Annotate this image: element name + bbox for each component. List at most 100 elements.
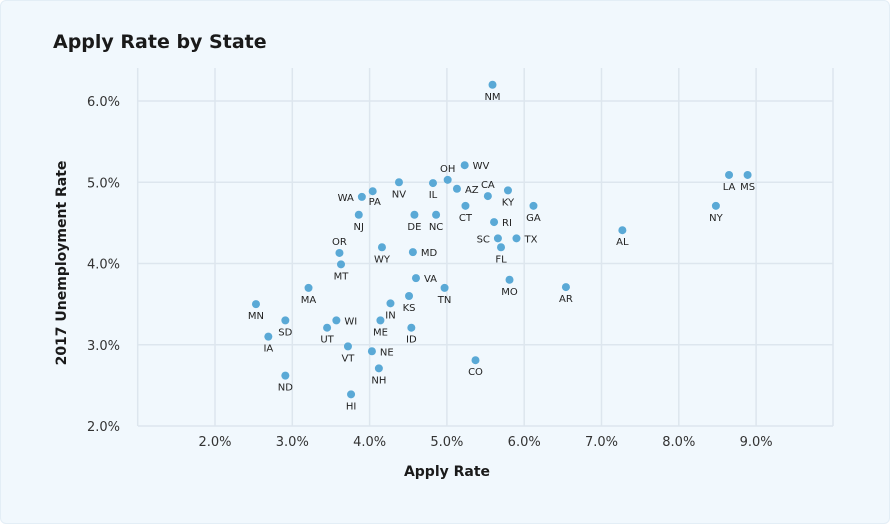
y-axis-label: 2017 Unemployment Rate <box>54 161 70 366</box>
point-label: MO <box>501 287 518 298</box>
x-tick-label: 7.0% <box>585 435 618 450</box>
point-label: IN <box>385 310 395 321</box>
point-label: MD <box>421 248 438 259</box>
point-label: SC <box>477 234 490 245</box>
data-point <box>377 243 386 252</box>
point-label: OR <box>332 237 347 248</box>
y-tick-label: 2.0% <box>87 420 120 435</box>
point-label: FL <box>495 254 507 265</box>
y-tick-label: 4.0% <box>87 258 120 273</box>
data-point <box>488 80 497 89</box>
data-point <box>503 186 512 195</box>
point-label: MT <box>334 271 350 282</box>
data-point <box>374 364 383 373</box>
data-point <box>251 300 260 309</box>
data-point <box>354 210 363 219</box>
data-point <box>264 332 273 341</box>
data-point <box>432 210 441 219</box>
data-point <box>460 161 469 170</box>
point-label: MS <box>740 182 755 193</box>
point-label: DE <box>407 222 421 233</box>
data-point <box>461 201 470 210</box>
point-label: KY <box>502 197 515 208</box>
x-tick-label: 2.0% <box>198 435 231 450</box>
data-point <box>376 316 385 325</box>
data-point <box>618 226 627 235</box>
data-point <box>281 371 290 380</box>
point-label: NY <box>709 213 723 224</box>
data-point <box>497 243 506 252</box>
data-point <box>410 210 419 219</box>
data-point <box>493 234 502 243</box>
point-label: WA <box>338 193 354 204</box>
data-point <box>407 323 416 332</box>
point-label: AZ <box>465 185 479 196</box>
point-label: NH <box>371 375 386 386</box>
y-tick-label: 3.0% <box>87 339 120 354</box>
point-label: VA <box>424 274 437 285</box>
point-label: MN <box>248 311 264 322</box>
point-label: PA <box>369 197 381 208</box>
data-point <box>711 201 720 210</box>
data-point <box>452 184 461 193</box>
data-point <box>367 347 376 356</box>
y-tick-label: 6.0% <box>87 95 120 110</box>
point-label: WV <box>473 161 490 172</box>
point-label: SD <box>278 327 292 338</box>
data-point <box>405 292 414 300</box>
point-label: IA <box>263 344 273 355</box>
point-label: CT <box>459 213 473 224</box>
data-point <box>471 356 480 365</box>
data-point <box>281 316 290 325</box>
point-label: TX <box>523 234 537 245</box>
data-point <box>512 234 521 243</box>
data-point <box>743 170 752 179</box>
point-label: VT <box>341 353 355 364</box>
point-label: WI <box>344 316 357 327</box>
point-label: TN <box>437 295 452 306</box>
point-label: UT <box>320 335 334 346</box>
point-label: ND <box>278 383 293 394</box>
point-label: NJ <box>354 222 364 233</box>
y-tick-label: 5.0% <box>87 176 120 191</box>
data-point <box>483 192 492 201</box>
x-tick-label: 6.0% <box>508 435 541 450</box>
point-label: KS <box>403 303 416 314</box>
point-label: CO <box>468 367 483 378</box>
data-point <box>332 316 341 325</box>
point-label: AL <box>616 237 629 248</box>
x-tick-label: 9.0% <box>740 435 773 450</box>
data-point <box>323 323 332 332</box>
x-tick-label: 3.0% <box>276 435 309 450</box>
point-label: AR <box>559 294 573 305</box>
data-point <box>428 179 437 188</box>
point-label: RI <box>502 218 512 229</box>
point-label: LA <box>723 182 736 193</box>
point-label: GA <box>526 213 541 224</box>
point-label: NV <box>392 189 406 200</box>
x-axis-label: Apply Rate <box>404 464 490 480</box>
data-point <box>386 299 395 308</box>
data-point <box>343 342 352 351</box>
point-label: OH <box>440 164 455 175</box>
data-point <box>440 283 449 292</box>
data-point <box>443 175 452 184</box>
data-point <box>368 187 377 196</box>
data-point <box>490 218 499 227</box>
data-point <box>411 274 420 283</box>
point-label: WY <box>374 254 391 265</box>
point-label: IL <box>429 190 438 201</box>
data-point <box>529 201 538 210</box>
data-point <box>336 260 345 269</box>
point-label: ID <box>406 335 417 346</box>
data-point <box>394 178 403 187</box>
data-point <box>335 248 344 257</box>
x-tick-label: 8.0% <box>662 435 695 450</box>
data-point <box>561 283 570 292</box>
tick-labels: 2.0% 3.0% 4.0% 5.0% 6.0% 7.0% 8.0% 9.0% 2.0% 3.0%… <box>87 95 773 450</box>
x-tick-label: 5.0% <box>430 435 463 450</box>
point-label: MA <box>301 295 317 306</box>
point-label: CA <box>481 180 495 191</box>
